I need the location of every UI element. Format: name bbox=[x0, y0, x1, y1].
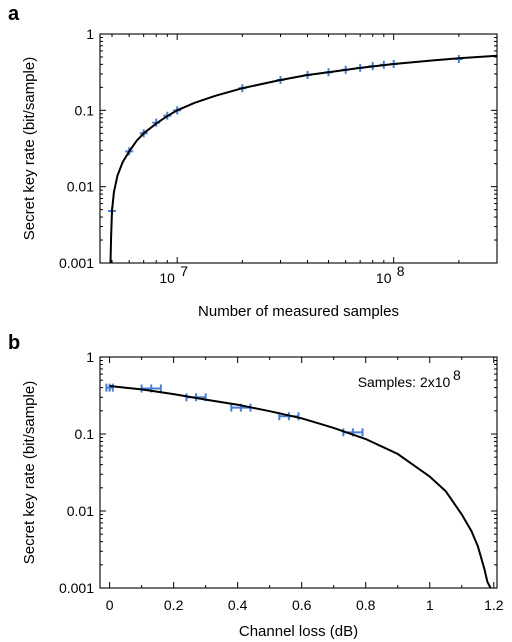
plot-frame bbox=[99, 33, 498, 264]
x-tick-label: 1 bbox=[426, 597, 434, 613]
x-tick-exponent: 7 bbox=[180, 263, 188, 279]
y-tick-label: 0.01 bbox=[67, 503, 94, 519]
y-axis-label: Secret key rate (bit/sample) bbox=[21, 57, 38, 240]
panel-b: b 1 0.1 0.01 0.001 0 0.2 0.4 0.6 0.8 1 1.2 Channel … bbox=[8, 332, 504, 640]
panel-letter-b: b bbox=[8, 332, 20, 354]
y-axis-label: Secret key rate (bit/sample) bbox=[21, 381, 38, 564]
x-tick-label: 1.2 bbox=[484, 597, 504, 613]
theory-curve bbox=[109, 385, 492, 589]
samples-annotation-exponent: 8 bbox=[453, 367, 461, 383]
data-point bbox=[105, 383, 114, 392]
x-tick-label: 0.4 bbox=[228, 597, 248, 613]
x-tick-label: 0.6 bbox=[292, 597, 312, 613]
y-tick-label: 1 bbox=[86, 26, 94, 42]
y-tick-label: 1 bbox=[86, 349, 94, 365]
x-tick-label: 0.8 bbox=[356, 597, 376, 613]
y-tick-label: 0.001 bbox=[59, 580, 94, 596]
y-tick-label: 0.01 bbox=[67, 179, 94, 195]
y-tick-label: 0.001 bbox=[59, 255, 94, 271]
x-axis-label: Channel loss (dB) bbox=[239, 623, 358, 640]
x-tick-exponent: 8 bbox=[397, 263, 405, 279]
theory-curve bbox=[109, 54, 498, 264]
y-tick-label: 0.1 bbox=[75, 426, 95, 442]
x-tick-label: 10 bbox=[159, 270, 175, 286]
x-tick-label: 0 bbox=[106, 597, 114, 613]
samples-annotation: Samples: 2x10 bbox=[358, 374, 451, 390]
x-tick-label: 0.2 bbox=[164, 597, 184, 613]
plot-frame bbox=[99, 356, 498, 589]
x-axis-label: Number of measured samples bbox=[198, 303, 399, 320]
y-tick-label: 0.1 bbox=[75, 102, 95, 118]
panel-a: a 1 0.1 0.01 0.001 10 7 10 8 Number of measured … bbox=[8, 3, 498, 320]
x-tick-label: 10 bbox=[376, 270, 392, 286]
panel-letter-a: a bbox=[8, 3, 20, 25]
